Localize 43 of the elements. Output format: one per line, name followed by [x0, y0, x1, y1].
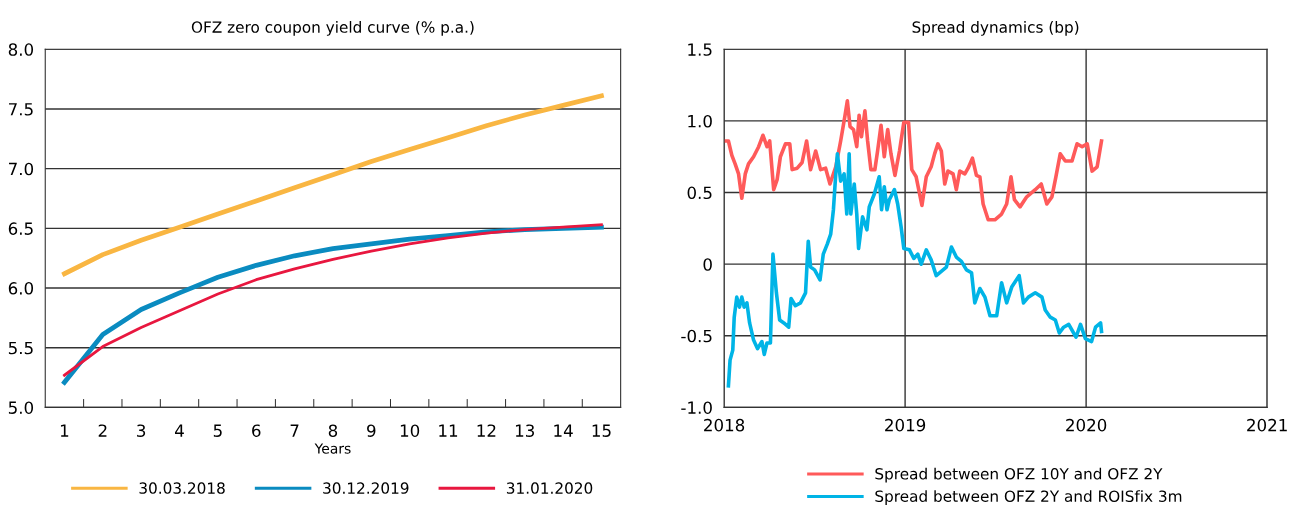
x-tick-label: 14 [554, 424, 573, 437]
x-tick-label: 2 [98, 424, 107, 437]
x-tick-label: 1 [60, 424, 69, 437]
legend-label: 30.12.2019 [323, 482, 409, 494]
y-tick-label: 5.5 [8, 341, 33, 355]
chart-title: Spread dynamics (bp) [912, 21, 1079, 36]
legend-label: Spread between OFZ 10Y and OFZ 2Y [875, 467, 1163, 483]
x-tick-label: 4 [175, 424, 184, 437]
y-tick-label: -0.5 [681, 329, 712, 343]
x-tick-label: 8 [328, 424, 338, 437]
y-tick-label: -1.0 [681, 401, 712, 414]
x-tick-label: 7 [290, 424, 299, 437]
x-tick-label: 6 [252, 424, 261, 437]
legend-label: Spread between OFZ 2Y and ROISfix 3m [875, 490, 1182, 505]
x-tick-label: 12 [477, 424, 496, 437]
x-tick-label: 15 [592, 424, 611, 437]
x-tick-label: 13 [515, 424, 535, 437]
y-tick-label: 5.0 [8, 401, 34, 414]
chart-title: OFZ zero coupon yield curve (% p.a.) [191, 21, 474, 36]
legend-label: 31.01.2020 [506, 482, 593, 494]
y-tick-label: 0.5 [687, 186, 712, 200]
line-series [62, 93, 604, 277]
y-tick-label: 0 [703, 258, 712, 271]
x-tick-label: 11 [439, 424, 458, 437]
x-tick-label: 2020 [1066, 418, 1107, 432]
x-tick-label: 2021 [1247, 418, 1287, 432]
y-tick-label: 8.0 [8, 43, 34, 56]
x-tick-label: 2019 [885, 418, 926, 432]
legend-label: 30.03.2018 [139, 482, 225, 494]
line-series [726, 152, 1104, 388]
y-tick-label: 1.5 [688, 43, 712, 56]
y-tick-label: 7.0 [9, 162, 34, 176]
x-axis-title: Years [314, 443, 351, 454]
y-tick-label: 7.5 [9, 103, 33, 116]
y-tick-label: 6.0 [8, 282, 34, 295]
x-tick-label: 9 [367, 424, 376, 437]
x-tick-label: 5 [213, 424, 222, 437]
y-tick-label: 6.5 [8, 222, 33, 235]
x-tick-label: 3 [137, 424, 146, 437]
y-tick-label: 1.0 [688, 114, 712, 128]
x-tick-label: 10 [400, 424, 420, 437]
x-tick-label: 2018 [704, 418, 745, 432]
line-series [724, 99, 1104, 222]
